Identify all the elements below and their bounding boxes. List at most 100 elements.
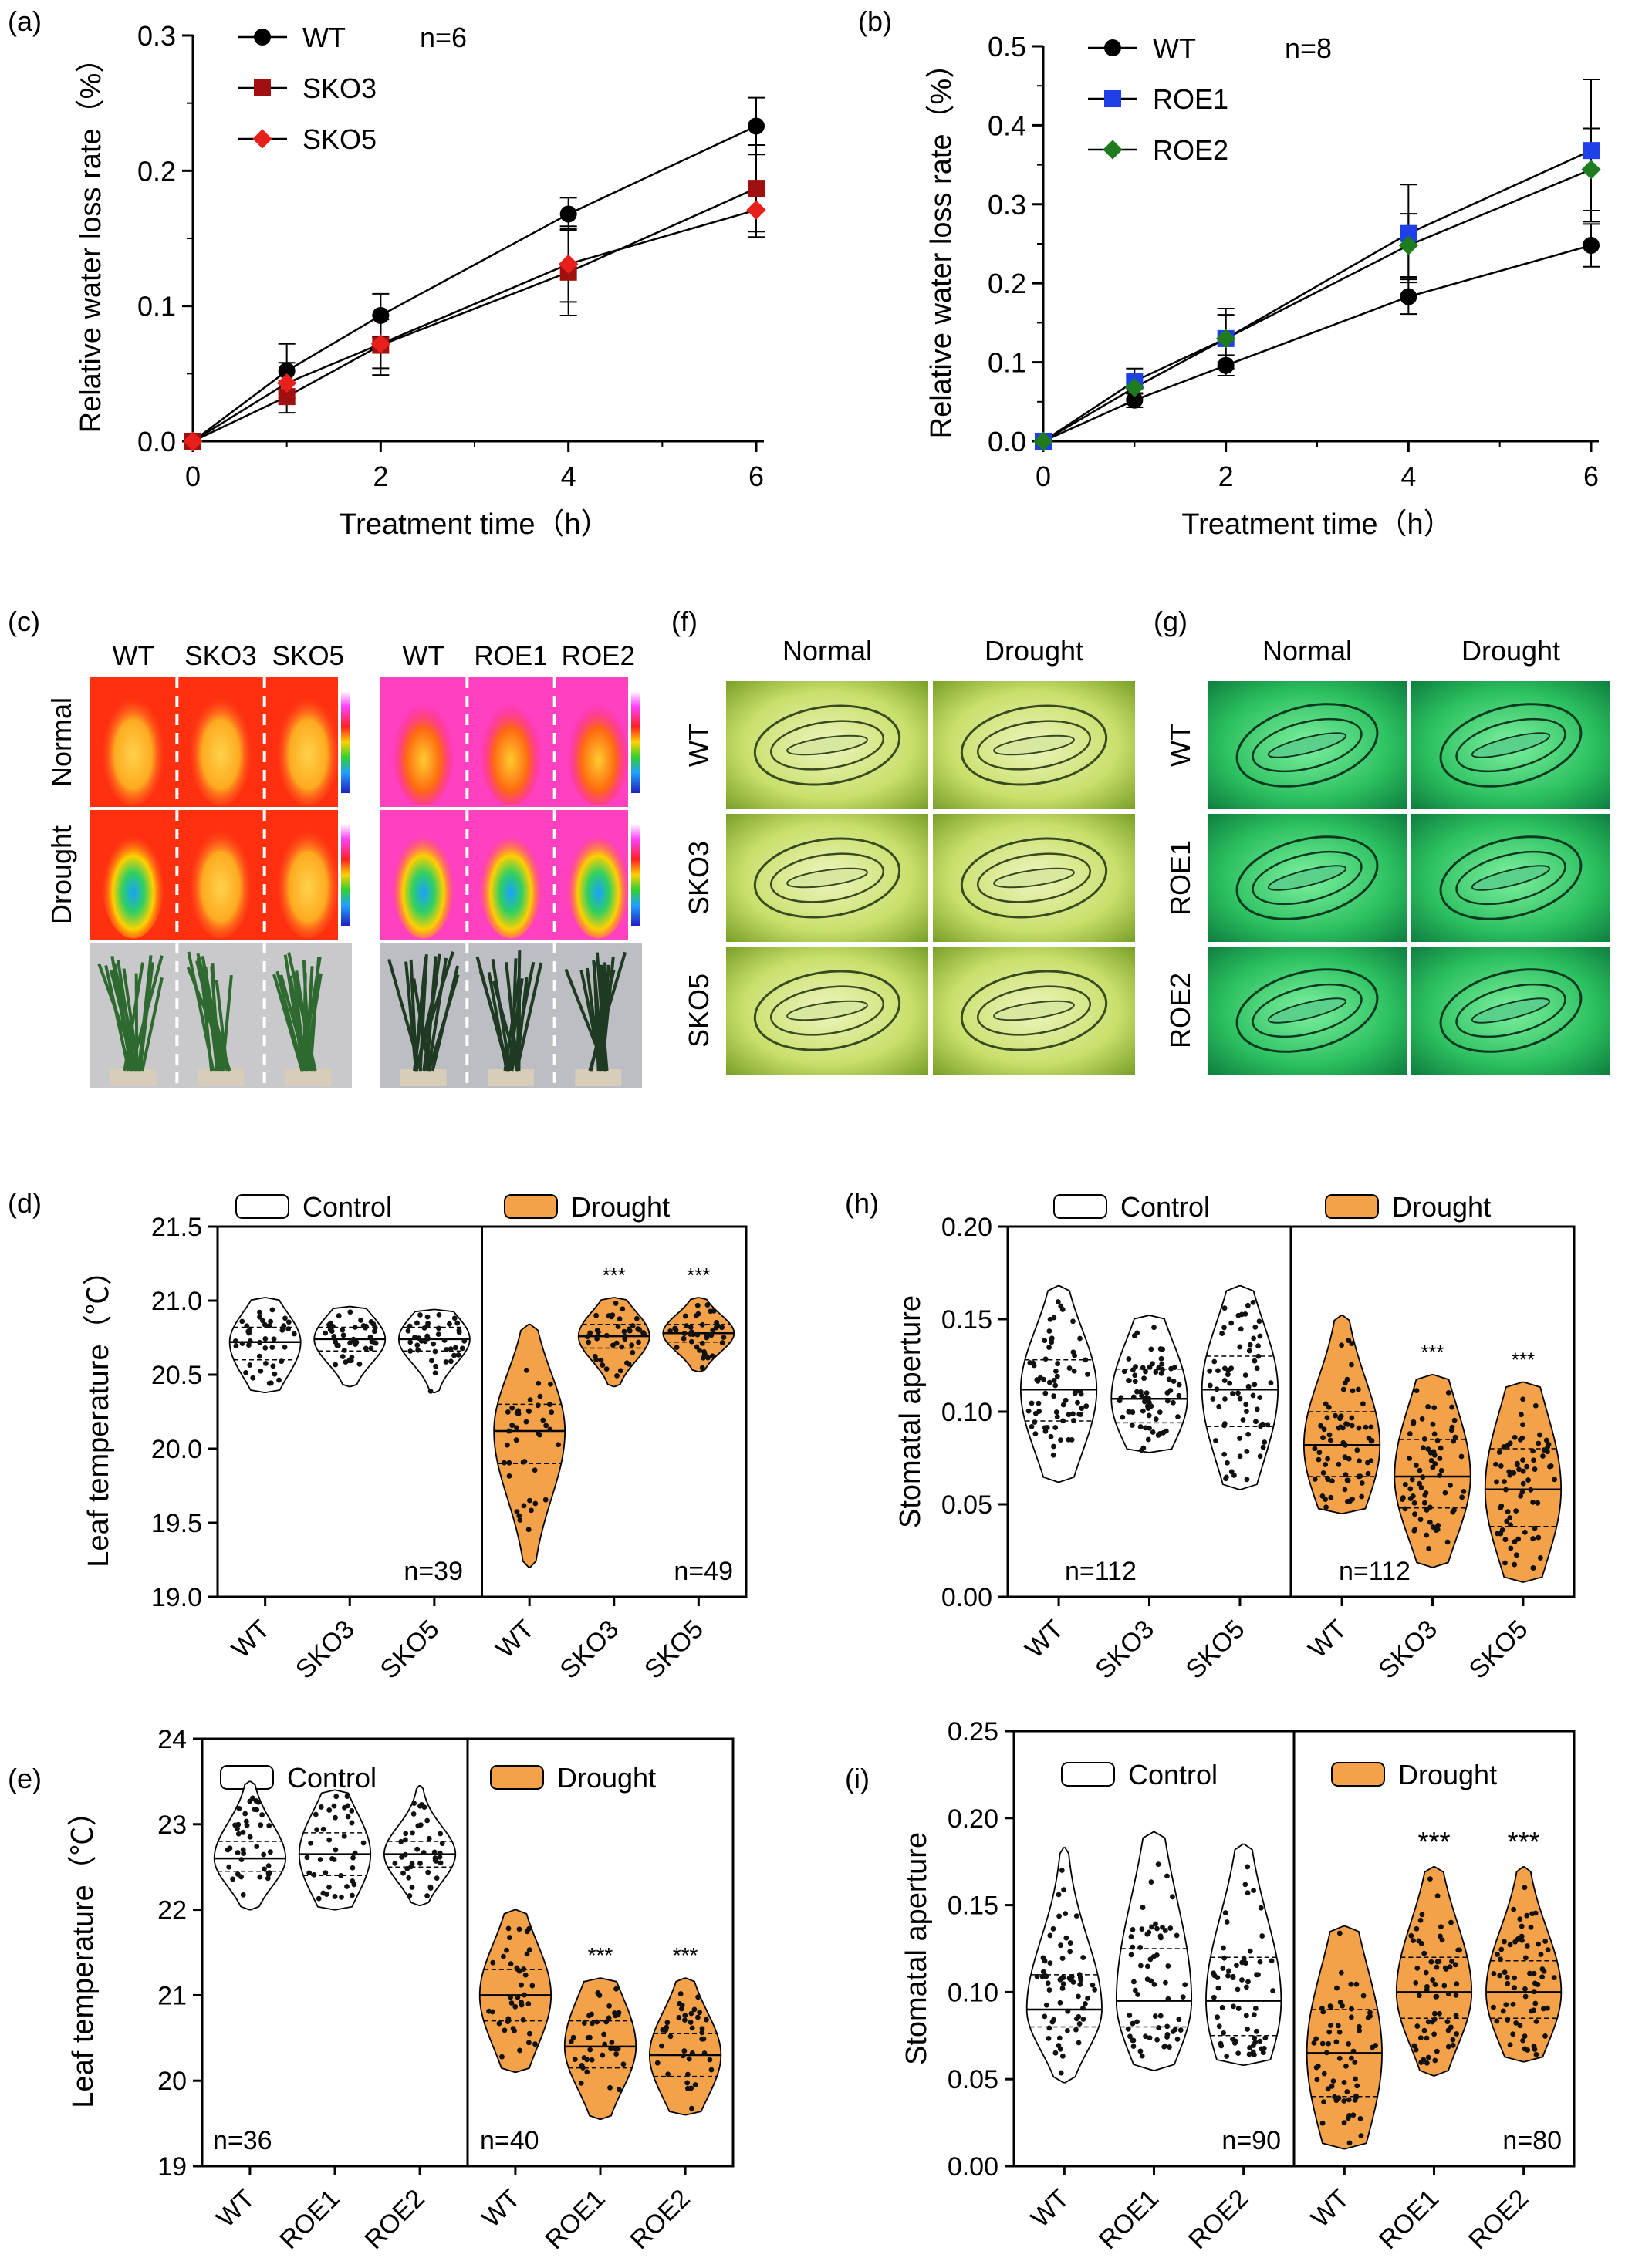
stomatal-pore [786, 734, 868, 756]
data-point [1227, 1380, 1233, 1386]
guard-cell-outline [753, 970, 901, 1051]
data-point [1339, 1342, 1345, 1348]
data-point [1336, 1425, 1342, 1431]
data-point [392, 1861, 398, 1866]
x-tick-label: 0 [1036, 461, 1051, 492]
data-point [1519, 1933, 1525, 1939]
data-point [407, 1323, 413, 1329]
data-point [677, 1991, 684, 1996]
series-line [192, 125, 757, 443]
data-point [333, 1794, 340, 1800]
data-point [243, 1369, 248, 1375]
data-point [1437, 1456, 1443, 1461]
data-point [1430, 1464, 1436, 1470]
data-point [1164, 2023, 1171, 2030]
data-point [349, 1820, 355, 1826]
guard-cell-inner [1455, 717, 1566, 773]
data-point [1414, 1463, 1419, 1468]
data-point [581, 2055, 587, 2060]
panel-label: (e) [8, 1763, 42, 1794]
data-point [526, 1947, 532, 1952]
data-point [353, 1342, 358, 1348]
sample-size-annotation: n=112 [1339, 1557, 1411, 1586]
data-point [332, 1894, 338, 1899]
data-point [1130, 1394, 1137, 1400]
data-point [317, 1857, 323, 1862]
y-tick-label: 0.25 [948, 1717, 998, 1747]
data-point [232, 1822, 238, 1828]
data-point [282, 1344, 288, 1350]
data-point [1425, 1446, 1431, 1452]
data-point [1247, 1948, 1253, 1954]
data-point [1324, 2050, 1329, 2056]
data-point [1421, 1500, 1427, 1506]
data-point [1519, 1489, 1525, 1495]
data-point [1076, 1972, 1083, 1978]
data-point [1583, 237, 1600, 255]
data-point [1539, 1974, 1546, 1980]
data-point [1365, 1460, 1370, 1466]
data-point [1448, 1482, 1453, 1488]
data-point [1066, 1365, 1073, 1371]
thermal-color-scale [341, 824, 350, 926]
data-point [1341, 2098, 1347, 2104]
data-point [1042, 1958, 1048, 1964]
data-point [1353, 2093, 1359, 2099]
data-point [532, 1500, 539, 1507]
data-point [1340, 1439, 1346, 1446]
data-point [1174, 2037, 1181, 2042]
column-label: WT [402, 641, 444, 671]
sample-size-annotation: n=6 [420, 22, 467, 53]
x-tick-label: WT [1306, 2184, 1355, 2233]
data-point [1137, 2048, 1144, 2054]
data-point [1132, 1379, 1138, 1385]
data-point [1316, 1456, 1322, 1463]
data-point [547, 1426, 553, 1433]
data-point [326, 1884, 332, 1890]
data-point [540, 1417, 546, 1423]
data-point [1512, 1539, 1518, 1544]
data-point [1207, 1382, 1213, 1389]
data-point [1047, 1316, 1053, 1322]
data-point [1268, 1380, 1274, 1386]
y-tick-label: 20.0 [151, 1435, 202, 1464]
data-point [622, 1336, 628, 1342]
data-point [1245, 1890, 1251, 1896]
data-point [641, 1331, 647, 1337]
data-point [595, 1329, 601, 1335]
data-point [1079, 1406, 1085, 1411]
data-point [1254, 2028, 1259, 2034]
data-point [1346, 2140, 1353, 2146]
data-point [556, 1442, 561, 1448]
legend-marker [1104, 39, 1121, 56]
data-point [1143, 1369, 1148, 1375]
data-point [230, 1876, 235, 1882]
data-point [330, 1324, 336, 1329]
plant-leaf [491, 959, 512, 1072]
data-point [1215, 2014, 1221, 2020]
data-point [370, 334, 390, 354]
data-point [1054, 1414, 1060, 1420]
legend-swatch [1325, 1194, 1379, 1219]
data-point [1327, 2003, 1333, 2009]
data-point [1533, 2019, 1539, 2024]
data-point [1349, 2006, 1354, 2012]
data-point [1177, 2027, 1184, 2033]
data-point [1507, 1440, 1513, 1446]
data-point [349, 1808, 355, 1814]
data-point [447, 1321, 452, 1327]
data-point [1083, 1357, 1089, 1363]
data-point [1346, 1456, 1352, 1462]
data-point [1417, 1517, 1424, 1523]
data-point [598, 1357, 604, 1363]
data-point [415, 1347, 421, 1353]
data-point [247, 1834, 253, 1840]
data-point [1402, 1506, 1408, 1512]
stomatal-pore [1471, 732, 1551, 758]
data-point [407, 1348, 414, 1354]
data-point [1239, 1959, 1245, 1966]
data-point [1166, 1376, 1172, 1382]
data-point [409, 1885, 415, 1890]
data-point [1154, 1925, 1160, 1932]
x-tick-label: ROE2 [359, 2184, 430, 2255]
